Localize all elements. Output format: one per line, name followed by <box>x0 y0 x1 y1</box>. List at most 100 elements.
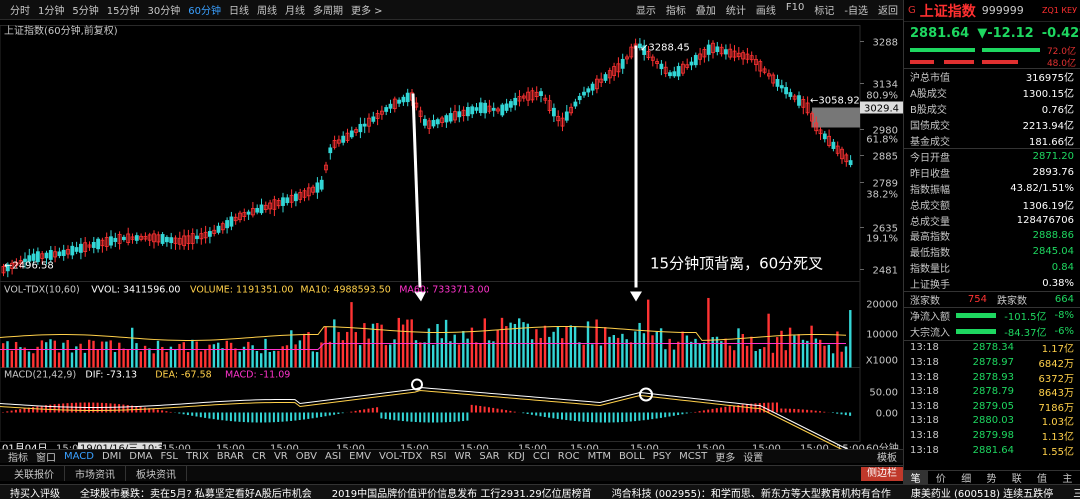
quote-tab[interactable]: 联 <box>1011 474 1022 485</box>
period-tab-fenshi[interactable]: 分时 <box>10 6 30 17</box>
indicator-tab[interactable]: VOL-TDX <box>378 451 423 462</box>
indicator-tab[interactable]: FSL <box>160 451 178 462</box>
quote-tab[interactable]: 细 <box>961 474 972 485</box>
indicator-tab[interactable]: EMV <box>349 451 371 462</box>
volume-bar <box>298 340 302 368</box>
macd-bar <box>526 412 529 414</box>
ticker-item[interactable]: 康美药业 (600518) 连续五跌停 <box>910 488 1054 499</box>
macd-bar <box>126 405 129 413</box>
candle-body <box>474 107 479 111</box>
period-tab-5min[interactable]: 5分钟 <box>72 6 99 17</box>
template-button[interactable]: 模板 <box>877 453 897 464</box>
tab-market-news[interactable]: 市场资讯 <box>65 466 126 481</box>
period-tab-multi[interactable]: 多周期 <box>312 6 343 17</box>
macd-bar <box>217 412 219 420</box>
period-tab-daily[interactable]: 日线 <box>228 6 249 17</box>
indicator-tab[interactable]: PSY <box>652 451 672 462</box>
macd-header-item: MACD: -11.09 <box>225 370 290 381</box>
indicator-tab[interactable]: CCI <box>532 451 550 462</box>
volume-bar <box>599 345 603 368</box>
indicator-tab[interactable]: ROC <box>557 451 580 462</box>
indicator-tab[interactable]: CR <box>252 451 266 462</box>
candle-body <box>31 253 36 261</box>
candle-body <box>779 85 784 89</box>
tool-display[interactable]: 显示 <box>635 6 656 17</box>
macd-bar <box>53 404 56 413</box>
candle-body <box>203 231 208 239</box>
indicator-tab[interactable]: ASI <box>325 451 342 462</box>
candle-body <box>156 234 161 243</box>
macd-bar <box>702 410 705 413</box>
macd-bar <box>432 412 434 423</box>
indicator-tab[interactable]: OBV <box>295 451 317 462</box>
tool-overlay[interactable]: 叠加 <box>695 6 716 17</box>
indicator-tab[interactable]: 指标 <box>8 453 28 464</box>
sidebar-button[interactable]: 侧边栏 <box>861 466 903 481</box>
volume-bar <box>363 323 366 368</box>
indicator-tab[interactable]: SAR <box>479 451 500 462</box>
macd-bar <box>169 411 172 413</box>
candle-body <box>182 235 187 247</box>
indicator-tab[interactable]: BRAR <box>216 451 244 462</box>
candle-body <box>663 66 668 74</box>
indicator-tab[interactable]: RSI <box>430 451 447 462</box>
indicator-tab[interactable]: DMA <box>129 451 153 462</box>
quote-tab[interactable]: 价 <box>935 474 946 485</box>
ticker-item[interactable]: 鸿合科技 (002955)：和学而思、新东方等大型教育机构有合作 <box>611 488 891 499</box>
indicator-tab[interactable]: WR <box>454 451 472 462</box>
price-axis-label: 2980 <box>873 126 898 137</box>
tool-f10[interactable]: F10 <box>785 2 805 13</box>
indicator-tab[interactable]: TRIX <box>185 451 209 462</box>
volume-bar <box>518 318 521 368</box>
indicator-tab[interactable]: DMI <box>101 451 122 462</box>
macd-bar <box>333 412 336 415</box>
macd-bar <box>814 410 817 413</box>
volume-bar <box>819 339 822 368</box>
kline-chart[interactable]: 3288 3134 2980 2885 2789 2635 2481 80.9% 61.8% 38… <box>0 20 903 460</box>
tab-sector-news[interactable]: 板块资讯 <box>126 466 187 481</box>
flow-label: 大宗流入 <box>910 328 950 340</box>
period-tab-15min[interactable]: 15分钟 <box>106 6 140 17</box>
tick-price: 2879.98 <box>972 429 1014 441</box>
candle-body <box>689 61 694 66</box>
indicator-tab[interactable]: 更多 <box>715 453 736 464</box>
ticker-item[interactable]: 全球股市暴跌：卖在5月? 私募坚定看好A股后市机会 <box>80 488 312 499</box>
indicator-tab[interactable]: BOLL <box>618 451 645 462</box>
quote-tab[interactable]: 主 <box>1062 474 1073 485</box>
stat-row: 国债成交 2213.94亿 <box>904 116 1080 132</box>
indicator-tab[interactable]: 设置 <box>743 453 764 464</box>
tool-indicator[interactable]: 指标 <box>665 6 686 17</box>
period-tab-more[interactable]: 更多 > <box>350 6 383 17</box>
volume-bar <box>629 342 633 368</box>
tool-draw[interactable]: 画线 <box>755 6 776 17</box>
quote-tab[interactable]: 势 <box>986 474 997 485</box>
indicator-tab[interactable]: VR <box>273 451 288 462</box>
ticker-item[interactable]: 三圣B <box>1063 485 1080 499</box>
quote-tab[interactable]: 值 <box>1037 474 1048 485</box>
tool-back[interactable]: 返回 <box>878 6 898 17</box>
tool-mark[interactable]: 标记 <box>814 6 835 17</box>
quote-tab[interactable]: 笔 <box>903 470 929 485</box>
fib-pct-label: 19.1% <box>866 234 898 245</box>
period-tab-60min[interactable]: 60分钟 <box>188 6 221 17</box>
ticker-item[interactable]: 持买入评级 <box>10 488 60 499</box>
period-tab-weekly[interactable]: 周线 <box>256 6 277 17</box>
indicator-tab[interactable]: KDJ <box>507 451 525 462</box>
indicator-tab[interactable]: 窗口 <box>36 453 56 464</box>
volume-bar <box>578 342 581 368</box>
macd-bar <box>543 412 546 417</box>
period-tab-monthly[interactable]: 月线 <box>284 6 305 17</box>
period-tab-30min[interactable]: 30分钟 <box>147 6 181 17</box>
indicator-tab[interactable]: MCST <box>679 451 708 462</box>
tool-watchlist[interactable]: -自选 <box>844 6 868 17</box>
period-tab-1min[interactable]: 1分钟 <box>38 6 65 17</box>
candle-body <box>620 58 625 69</box>
tick-volume: 7186万 <box>1038 402 1074 414</box>
indicator-tab[interactable]: MACD <box>64 451 94 462</box>
tool-stats[interactable]: 统计 <box>725 6 746 17</box>
indicator-tab[interactable]: MTM <box>587 451 611 462</box>
ticker-item[interactable]: 2019中国品牌价值评价信息发布 工行2931.29亿位居榜首 <box>331 488 592 499</box>
outflow-value: 48.0亿 <box>1046 58 1076 69</box>
tab-related-quotes[interactable]: 关联报价 <box>4 466 65 481</box>
candle-body <box>698 53 702 60</box>
